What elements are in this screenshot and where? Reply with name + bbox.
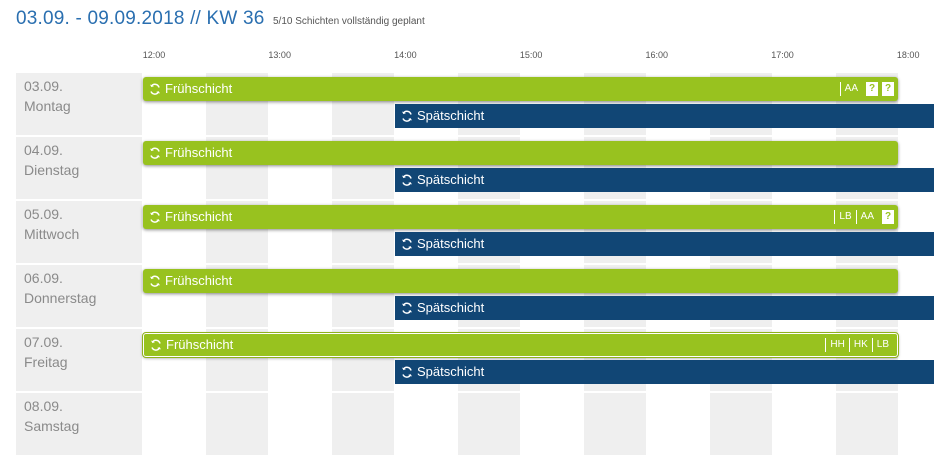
day-date: 07.09. [24,334,63,350]
shift-label: Spätschicht [417,172,485,187]
day-label: 06.09. Donnerstag [16,265,142,327]
grid-stripe [584,393,646,455]
shift-label: Frühschicht [165,145,233,160]
shift-label: Spätschicht [417,364,485,379]
week-title: 03.09. - 09.09.2018 // KW 36 [16,8,265,29]
grid-stripe [458,393,520,455]
day-weekday: Samstag [24,418,80,434]
refresh-icon [401,106,413,122]
day-row: 05.09. Mittwoch Frühschicht LB AA? Spätschich… [16,201,934,263]
day-row: 07.09. Freitag Frühschicht HH HK LB Spätschich… [16,329,934,391]
planning-status: 5/10 Schichten vollständig geplant [273,16,425,27]
late-shift-bar[interactable]: Spätschicht [395,296,934,320]
staff-badge[interactable]: HH [825,338,848,352]
time-label: 17:00 [771,50,794,60]
day-weekday: Dienstag [24,162,80,178]
late-shift-bar[interactable]: Spätschicht [395,232,934,256]
day-row: 04.09. Dienstag Frühschicht Spätschicht [16,137,934,199]
time-label: 14:00 [394,50,417,60]
day-label: 08.09. Samstag [16,393,142,455]
day-row: 03.09. Montag Frühschicht AA?? Spätschicht [16,73,934,135]
refresh-icon [149,143,161,159]
grid-stripe [332,393,394,455]
staff-badge[interactable]: AA [855,210,878,224]
page-header: 03.09. - 09.09.2018 // KW 36 5/10 Schich… [16,8,425,30]
staff-badge[interactable]: AA [839,82,862,96]
staff-badges: AA?? [839,77,894,101]
day-label: 03.09. Montag [16,73,142,135]
day-weekday: Donnerstag [24,290,97,306]
day-date: 08.09. [24,398,63,414]
shift-label: Spätschicht [417,108,485,123]
early-shift-bar[interactable]: Frühschicht LB AA? [143,205,898,229]
refresh-icon [149,207,161,223]
staff-badge[interactable]: HK [848,338,872,352]
refresh-icon [401,234,413,250]
day-row: 06.09. Donnerstag Frühschicht Spätschicht [16,265,934,327]
day-date: 06.09. [24,270,63,286]
staff-badge[interactable]: LB [871,338,893,352]
time-label: 16:00 [645,50,669,60]
early-shift-bar[interactable]: Frühschicht AA?? [143,77,898,101]
time-axis: 12:00 13:00 14:00 15:00 16:00 17:00 18:00 [0,50,934,66]
late-shift-bar[interactable]: Spätschicht [395,104,934,128]
staff-badges: HH HK LB [825,334,893,356]
refresh-icon [149,271,161,287]
open-slot-badge[interactable]: ? [882,82,894,96]
shift-label: Frühschicht [165,209,233,224]
time-label: 15:00 [519,50,543,60]
refresh-icon [150,336,162,351]
shift-label: Frühschicht [166,337,234,352]
day-weekday: Mittwoch [24,226,80,242]
day-weekday: Montag [24,98,71,114]
time-label: 13:00 [268,50,291,60]
early-shift-bar[interactable]: Frühschicht [143,141,898,165]
open-slot-badge[interactable]: ? [882,210,894,224]
time-label: 18:00 [896,50,920,60]
day-date: 05.09. [24,206,63,222]
refresh-icon [401,298,413,314]
grid-stripe [206,393,268,455]
time-label: 12:00 [142,50,166,60]
day-date: 03.09. [24,78,63,94]
day-label: 04.09. Dienstag [16,137,142,199]
staff-badge[interactable]: LB [834,210,855,224]
day-date: 04.09. [24,142,63,158]
late-shift-bar[interactable]: Spätschicht [395,360,934,384]
refresh-icon [149,79,161,95]
late-shift-bar[interactable]: Spätschicht [395,168,934,192]
open-slot-badge[interactable]: ? [866,82,878,96]
day-label: 05.09. Mittwoch [16,201,142,263]
early-shift-bar[interactable]: Frühschicht [143,269,898,293]
grid-stripe [710,393,772,455]
day-weekday: Freitag [24,354,68,370]
early-shift-bar[interactable]: Frühschicht HH HK LB [142,332,899,358]
refresh-icon [401,362,413,378]
grid-stripe [836,393,898,455]
day-row: 08.09. Samstag [16,393,934,455]
shift-label: Spätschicht [417,300,485,315]
staff-badges: LB AA? [834,205,894,229]
shift-label: Spätschicht [417,236,485,251]
shift-label: Frühschicht [165,81,233,96]
shift-label: Frühschicht [165,273,233,288]
day-label: 07.09. Freitag [16,329,142,391]
refresh-icon [401,170,413,186]
